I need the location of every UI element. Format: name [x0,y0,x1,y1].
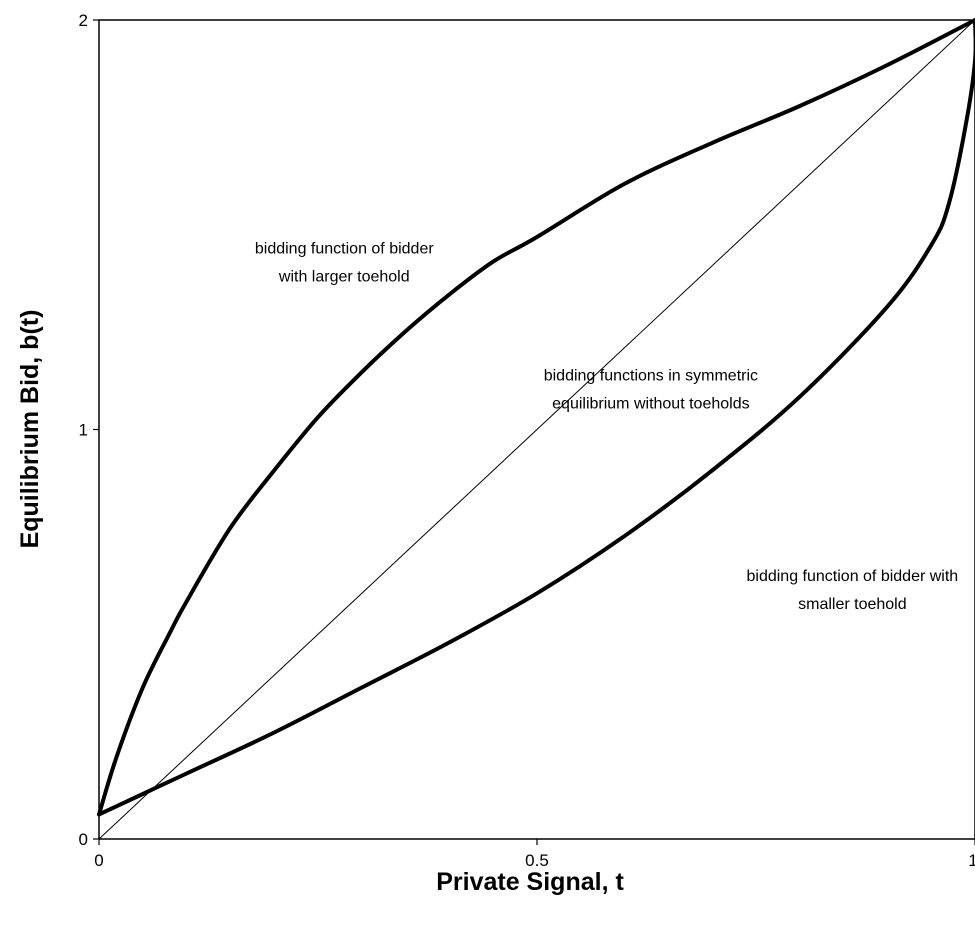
x-tick-label: 0.5 [525,851,549,870]
y-tick-label: 1 [79,421,88,440]
y-tick-label: 2 [79,11,88,30]
x-tick-label: 1 [968,851,975,870]
y-axis-title: Equilibrium Bid, b(t) [16,310,44,549]
annotation-label: bidding functions in symmetric equilibriu… [544,367,758,412]
y-tick-label: 0 [79,830,88,849]
annotation-line: with larger toehold [278,268,410,285]
annotation-line: equilibrium without toeholds [552,395,749,412]
series-lines [97,18,975,840]
axis-ticks: 0 0.5 1 0 1 2 [79,11,975,870]
annotation-label: bidding function of bidder with larger to… [255,240,434,285]
smaller-toehold-bid-line [97,18,975,817]
annotation-line: bidding functions in symmetric [544,367,758,384]
larger-toehold-bid-line [97,18,975,817]
symmetric-equilibrium-line [98,19,975,840]
annotation-label: bidding function of bidder with smaller t… [747,568,959,613]
annotation-line: bidding function of bidder with [747,568,959,585]
annotation-line: bidding function of bidder [255,240,434,257]
annotation-line: smaller toehold [798,596,907,613]
annotations: bidding function of bidder with larger to… [255,240,958,613]
x-tick-label: 0 [94,851,103,870]
x-axis-title: Private Signal, t [436,868,624,896]
